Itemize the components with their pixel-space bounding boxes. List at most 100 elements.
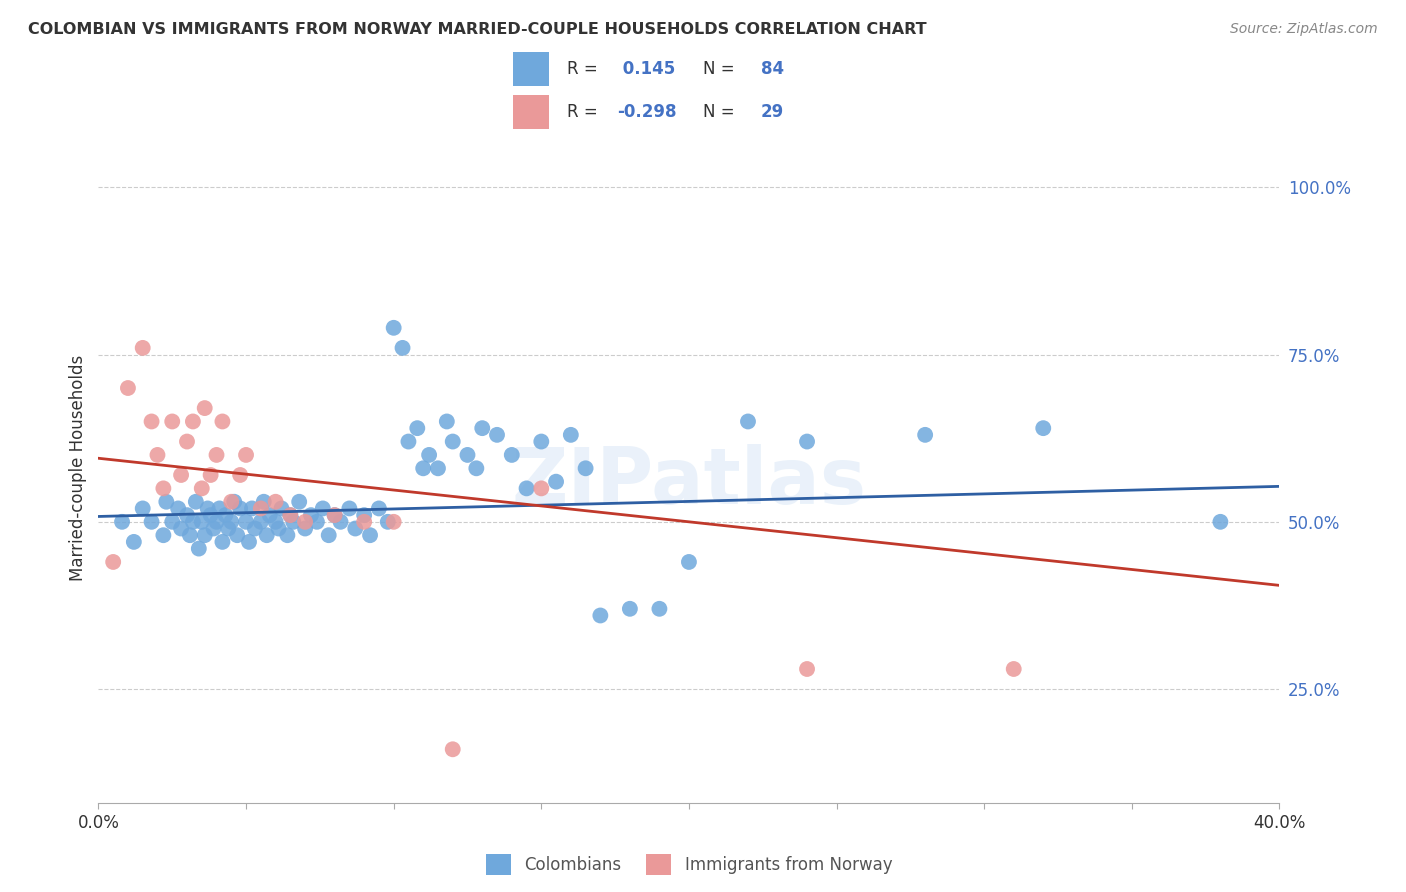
Point (465, 461, 488, 475)
Point (678, 555, 700, 569)
Point (229, 468, 252, 483)
Point (530, 434, 553, 449)
Text: N =: N = (703, 60, 741, 78)
Point (181, 414, 204, 429)
Point (152, 482, 174, 496)
Bar (513, 52, 550, 86)
Point (267, 521, 290, 535)
Point (214, 508, 236, 523)
Point (796, 662, 818, 676)
Point (486, 428, 509, 442)
Point (224, 494, 246, 508)
Point (276, 528, 298, 542)
Point (515, 482, 537, 496)
Point (329, 515, 352, 529)
Point (170, 468, 193, 483)
Point (219, 515, 242, 529)
Point (1209, 515, 1232, 529)
Point (103, 555, 125, 569)
Point (1002, 662, 1025, 676)
Point (226, 528, 249, 542)
Point (229, 501, 252, 516)
Point (283, 515, 305, 529)
Point (353, 508, 375, 523)
Point (191, 482, 214, 496)
Point (181, 515, 204, 529)
Point (305, 515, 328, 529)
Point (368, 501, 391, 516)
Legend: Colombians, Immigrants from Norway: Colombians, Immigrants from Norway (479, 847, 898, 881)
Point (122, 535, 145, 549)
Point (456, 448, 478, 462)
Bar (513, 95, 550, 129)
Point (427, 461, 450, 475)
Point (441, 434, 464, 449)
Point (111, 515, 134, 529)
Point (155, 494, 177, 508)
Point (391, 341, 413, 355)
Point (501, 448, 523, 462)
Text: 0.145: 0.145 (617, 60, 676, 78)
Point (294, 521, 316, 535)
Point (253, 494, 276, 508)
Point (318, 528, 340, 542)
Point (211, 414, 233, 429)
Point (167, 501, 190, 516)
Point (238, 535, 260, 549)
Point (312, 501, 335, 516)
Text: 29: 29 (761, 103, 785, 121)
Text: COLOMBIAN VS IMMIGRANTS FROM NORWAY MARRIED-COUPLE HOUSEHOLDS CORRELATION CHART: COLOMBIAN VS IMMIGRANTS FROM NORWAY MARR… (28, 22, 927, 37)
Point (441, 742, 464, 756)
Point (141, 515, 163, 529)
Point (197, 501, 219, 516)
Point (294, 515, 316, 529)
Point (250, 501, 273, 516)
Point (264, 494, 287, 508)
Point (299, 508, 322, 523)
Point (200, 468, 222, 483)
Point (418, 448, 440, 462)
Text: Source: ZipAtlas.com: Source: ZipAtlas.com (1230, 22, 1378, 37)
Point (264, 515, 287, 529)
Point (184, 494, 207, 508)
Point (205, 515, 228, 529)
Point (471, 421, 494, 435)
Text: N =: N = (703, 103, 741, 121)
Point (574, 461, 596, 475)
Point (146, 448, 169, 462)
Point (152, 528, 174, 542)
Point (194, 528, 217, 542)
Point (208, 501, 231, 516)
Point (162, 414, 183, 429)
Point (737, 414, 759, 429)
Point (353, 515, 375, 529)
Point (323, 508, 346, 523)
Point (176, 508, 198, 523)
Point (560, 428, 582, 442)
Point (235, 448, 257, 462)
Point (132, 501, 155, 516)
Point (205, 448, 228, 462)
Point (382, 321, 405, 335)
Point (240, 501, 263, 516)
Point (436, 414, 458, 429)
Point (217, 521, 239, 535)
Point (619, 602, 641, 616)
Point (250, 515, 273, 529)
Text: R =: R = (567, 103, 603, 121)
Point (406, 421, 429, 435)
Point (235, 515, 257, 529)
Point (359, 528, 381, 542)
Point (141, 414, 163, 429)
Point (344, 521, 367, 535)
Text: -0.298: -0.298 (617, 103, 676, 121)
Point (202, 521, 225, 535)
Point (377, 515, 399, 529)
Point (162, 515, 183, 529)
Point (914, 428, 936, 442)
Point (530, 482, 553, 496)
Point (278, 508, 302, 523)
Point (412, 461, 434, 475)
Point (270, 501, 292, 516)
Point (256, 528, 278, 542)
